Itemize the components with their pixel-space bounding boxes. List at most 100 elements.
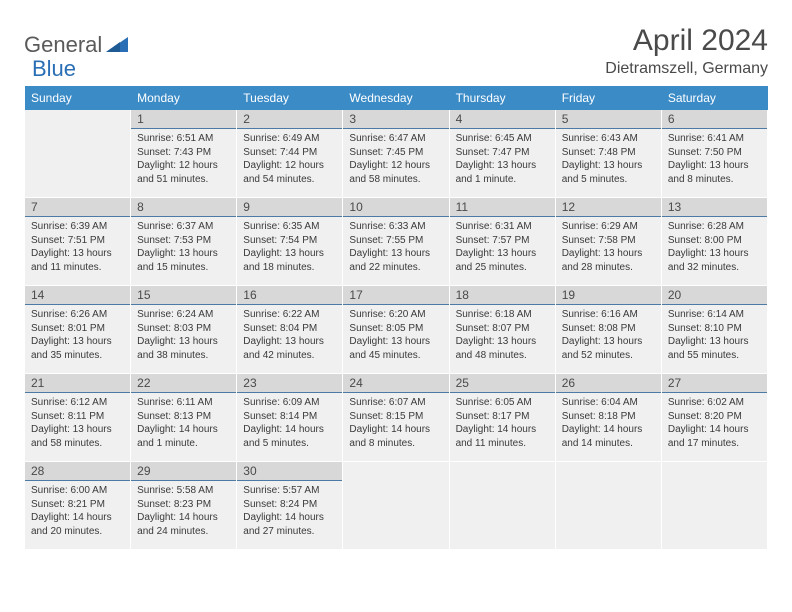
day-details: Sunrise: 6:20 AMSunset: 8:05 PMDaylight:… (343, 305, 448, 366)
sunrise-line: Sunrise: 5:58 AM (137, 484, 230, 498)
daylight-line: Daylight: 14 hours and 24 minutes. (137, 511, 230, 538)
day-cell: 5Sunrise: 6:43 AMSunset: 7:48 PMDaylight… (556, 110, 662, 198)
day-cell: 21Sunrise: 6:12 AMSunset: 8:11 PMDayligh… (25, 374, 131, 462)
sunset-line: Sunset: 8:04 PM (243, 322, 336, 336)
day-details: Sunrise: 5:57 AMSunset: 8:24 PMDaylight:… (237, 481, 342, 542)
sunset-line: Sunset: 8:15 PM (349, 410, 442, 424)
empty-cell (556, 462, 662, 550)
day-details: Sunrise: 6:24 AMSunset: 8:03 PMDaylight:… (131, 305, 236, 366)
day-cell: 11Sunrise: 6:31 AMSunset: 7:57 PMDayligh… (450, 198, 556, 286)
sunrise-line: Sunrise: 6:04 AM (562, 396, 655, 410)
day-number: 23 (237, 374, 342, 393)
day-cell: 17Sunrise: 6:20 AMSunset: 8:05 PMDayligh… (343, 286, 449, 374)
day-number: 11 (450, 198, 555, 217)
day-number: 19 (556, 286, 661, 305)
sunrise-line: Sunrise: 6:14 AM (668, 308, 761, 322)
day-number: 26 (556, 374, 661, 393)
day-details: Sunrise: 6:37 AMSunset: 7:53 PMDaylight:… (131, 217, 236, 278)
day-cell: 1Sunrise: 6:51 AMSunset: 7:43 PMDaylight… (131, 110, 237, 198)
day-cell: 18Sunrise: 6:18 AMSunset: 8:07 PMDayligh… (450, 286, 556, 374)
day-number: 24 (343, 374, 448, 393)
sunrise-line: Sunrise: 6:43 AM (562, 132, 655, 146)
day-details: Sunrise: 6:45 AMSunset: 7:47 PMDaylight:… (450, 129, 555, 190)
day-number: 6 (662, 110, 767, 129)
day-number: 25 (450, 374, 555, 393)
sunset-line: Sunset: 7:44 PM (243, 146, 336, 160)
sunrise-line: Sunrise: 6:33 AM (349, 220, 442, 234)
day-number: 20 (662, 286, 767, 305)
day-details: Sunrise: 6:29 AMSunset: 7:58 PMDaylight:… (556, 217, 661, 278)
sunrise-line: Sunrise: 6:07 AM (349, 396, 442, 410)
day-details: Sunrise: 6:14 AMSunset: 8:10 PMDaylight:… (662, 305, 767, 366)
day-number: 5 (556, 110, 661, 129)
day-number: 18 (450, 286, 555, 305)
calendar-page: General April 2024 Dietramszell, Germany… (0, 0, 792, 550)
daylight-line: Daylight: 14 hours and 14 minutes. (562, 423, 655, 450)
sunrise-line: Sunrise: 6:31 AM (456, 220, 549, 234)
day-details: Sunrise: 6:02 AMSunset: 8:20 PMDaylight:… (662, 393, 767, 454)
daylight-line: Daylight: 14 hours and 1 minute. (137, 423, 230, 450)
sunrise-line: Sunrise: 6:35 AM (243, 220, 336, 234)
sunset-line: Sunset: 8:20 PM (668, 410, 761, 424)
day-details: Sunrise: 6:09 AMSunset: 8:14 PMDaylight:… (237, 393, 342, 454)
sunset-line: Sunset: 7:58 PM (562, 234, 655, 248)
day-number: 30 (237, 462, 342, 481)
weekday-header: Tuesday (237, 86, 343, 110)
weekday-header: Monday (131, 86, 237, 110)
sunset-line: Sunset: 7:43 PM (137, 146, 230, 160)
sunset-line: Sunset: 7:55 PM (349, 234, 442, 248)
daylight-line: Daylight: 13 hours and 1 minute. (456, 159, 549, 186)
day-cell: 26Sunrise: 6:04 AMSunset: 8:18 PMDayligh… (556, 374, 662, 462)
sunset-line: Sunset: 7:57 PM (456, 234, 549, 248)
daylight-line: Daylight: 13 hours and 45 minutes. (349, 335, 442, 362)
day-cell: 19Sunrise: 6:16 AMSunset: 8:08 PMDayligh… (556, 286, 662, 374)
daylight-line: Daylight: 13 hours and 58 minutes. (31, 423, 124, 450)
daylight-line: Daylight: 13 hours and 22 minutes. (349, 247, 442, 274)
empty-cell (343, 462, 449, 550)
weekday-header: Sunday (25, 86, 131, 110)
daylight-line: Daylight: 13 hours and 42 minutes. (243, 335, 336, 362)
day-cell: 4Sunrise: 6:45 AMSunset: 7:47 PMDaylight… (450, 110, 556, 198)
day-details: Sunrise: 5:58 AMSunset: 8:23 PMDaylight:… (131, 481, 236, 542)
day-cell: 25Sunrise: 6:05 AMSunset: 8:17 PMDayligh… (450, 374, 556, 462)
empty-cell (662, 462, 768, 550)
day-cell: 22Sunrise: 6:11 AMSunset: 8:13 PMDayligh… (131, 374, 237, 462)
daylight-line: Daylight: 13 hours and 5 minutes. (562, 159, 655, 186)
day-number: 8 (131, 198, 236, 217)
sunrise-line: Sunrise: 6:28 AM (668, 220, 761, 234)
day-cell: 3Sunrise: 6:47 AMSunset: 7:45 PMDaylight… (343, 110, 449, 198)
day-number: 17 (343, 286, 448, 305)
daylight-line: Daylight: 13 hours and 35 minutes. (31, 335, 124, 362)
day-cell: 28Sunrise: 6:00 AMSunset: 8:21 PMDayligh… (25, 462, 131, 550)
sunrise-line: Sunrise: 6:26 AM (31, 308, 124, 322)
day-number: 27 (662, 374, 767, 393)
day-cell: 23Sunrise: 6:09 AMSunset: 8:14 PMDayligh… (237, 374, 343, 462)
sunrise-line: Sunrise: 6:18 AM (456, 308, 549, 322)
day-cell: 14Sunrise: 6:26 AMSunset: 8:01 PMDayligh… (25, 286, 131, 374)
day-details: Sunrise: 6:47 AMSunset: 7:45 PMDaylight:… (343, 129, 448, 190)
day-number: 9 (237, 198, 342, 217)
day-number: 12 (556, 198, 661, 217)
day-details: Sunrise: 6:26 AMSunset: 8:01 PMDaylight:… (25, 305, 130, 366)
sunset-line: Sunset: 8:21 PM (31, 498, 124, 512)
day-number: 14 (25, 286, 130, 305)
sunset-line: Sunset: 7:47 PM (456, 146, 549, 160)
day-number: 3 (343, 110, 448, 129)
day-details: Sunrise: 6:16 AMSunset: 8:08 PMDaylight:… (556, 305, 661, 366)
calendar-grid: SundayMondayTuesdayWednesdayThursdayFrid… (24, 86, 768, 550)
sunset-line: Sunset: 8:08 PM (562, 322, 655, 336)
day-cell: 27Sunrise: 6:02 AMSunset: 8:20 PMDayligh… (662, 374, 768, 462)
day-cell: 30Sunrise: 5:57 AMSunset: 8:24 PMDayligh… (237, 462, 343, 550)
day-number: 21 (25, 374, 130, 393)
day-details: Sunrise: 6:49 AMSunset: 7:44 PMDaylight:… (237, 129, 342, 190)
daylight-line: Daylight: 13 hours and 28 minutes. (562, 247, 655, 274)
sunset-line: Sunset: 8:23 PM (137, 498, 230, 512)
day-details: Sunrise: 6:43 AMSunset: 7:48 PMDaylight:… (556, 129, 661, 190)
sunset-line: Sunset: 8:13 PM (137, 410, 230, 424)
daylight-line: Daylight: 13 hours and 38 minutes. (137, 335, 230, 362)
day-details: Sunrise: 6:28 AMSunset: 8:00 PMDaylight:… (662, 217, 767, 278)
day-number: 4 (450, 110, 555, 129)
daylight-line: Daylight: 13 hours and 48 minutes. (456, 335, 549, 362)
day-cell: 20Sunrise: 6:14 AMSunset: 8:10 PMDayligh… (662, 286, 768, 374)
day-details: Sunrise: 6:11 AMSunset: 8:13 PMDaylight:… (131, 393, 236, 454)
